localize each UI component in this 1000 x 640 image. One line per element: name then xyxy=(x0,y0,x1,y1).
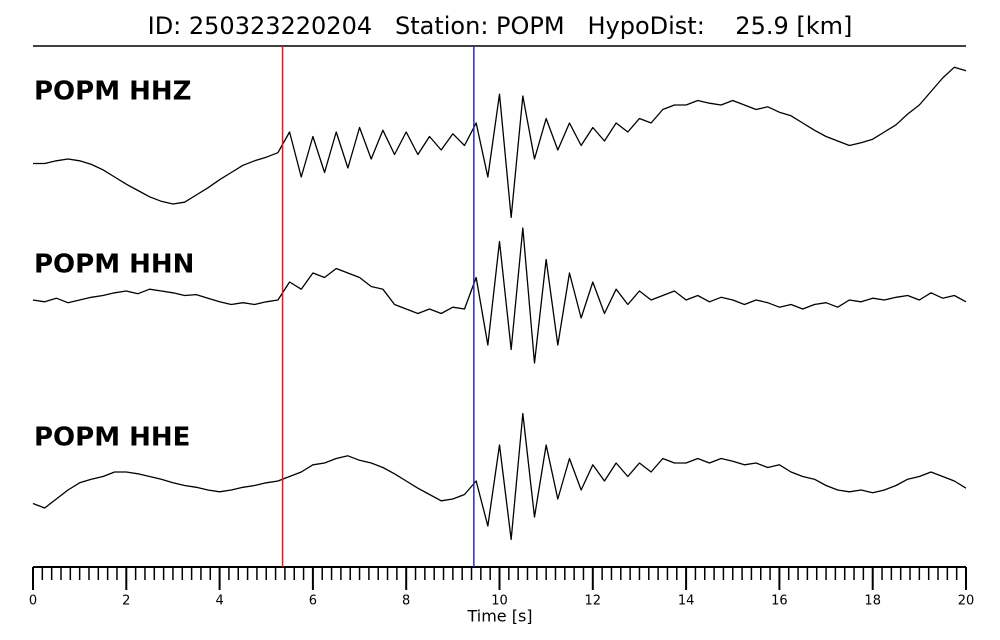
x-tick-label: 2 xyxy=(122,594,130,609)
trace-label: POPM HHN xyxy=(34,250,194,280)
x-tick-label: 4 xyxy=(215,594,223,609)
x-tick-label: 20 xyxy=(958,594,975,609)
trace xyxy=(33,66,967,219)
x-tick-label: 6 xyxy=(309,594,317,609)
x-tick-label: 14 xyxy=(678,594,695,609)
chart-title: ID: 250323220204 Station: POPM HypoDist:… xyxy=(148,12,853,40)
x-axis-label: Time [s] xyxy=(466,607,532,626)
x-tick-label: 8 xyxy=(402,594,410,609)
x-tick-label: 10 xyxy=(491,594,508,609)
trace-label: POPM HHZ xyxy=(34,77,192,107)
trace xyxy=(32,412,967,541)
x-tick-label: 0 xyxy=(29,594,37,609)
x-tick-label: 18 xyxy=(864,594,881,609)
trace-label: POPM HHE xyxy=(34,423,190,453)
trace xyxy=(32,227,967,364)
x-tick-label: 16 xyxy=(771,594,788,609)
x-tick-label: 12 xyxy=(585,594,602,609)
